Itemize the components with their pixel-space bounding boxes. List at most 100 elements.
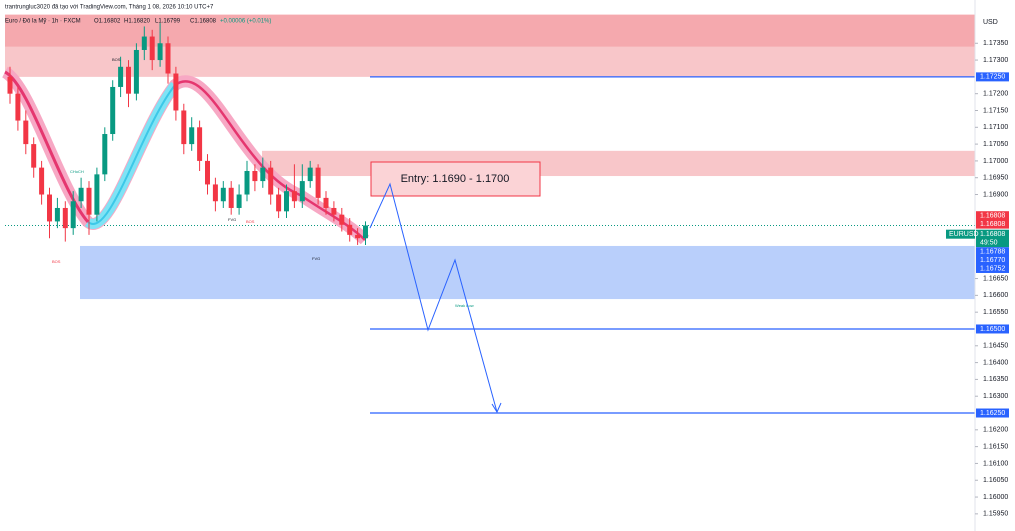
annotation: BOS [52,259,61,264]
candle-body [276,194,282,212]
y-tick-label: 1.16950 [983,175,1008,182]
candle-body [173,73,179,111]
candle-body [15,93,21,121]
price-tag-label: 1.16770 [980,257,1005,264]
y-tick-label: 1.16550 [983,309,1008,316]
candle-body [220,187,226,202]
entry-box [370,161,541,197]
price-tag-label: 1.16808 [980,221,1005,228]
candle-body [244,170,250,195]
annotation: BOS [112,57,121,62]
y-tick-label: 1.16200 [983,427,1008,434]
candle-body [7,76,13,94]
candle-body [54,207,60,222]
candle-body [291,191,297,202]
entry-text: Entry: 1.1690 - 1.1700 [401,173,510,185]
candle-body [236,194,242,208]
candle-body [118,66,124,87]
price-tag [976,247,1009,257]
price-tag [976,324,1009,334]
price-tag-label: 49:50 [980,239,998,246]
y-tick-label: 1.17100 [983,124,1008,131]
y-tick-label: 1.17350 [983,40,1008,47]
ohlc-open: O1.16802 [94,19,121,25]
candle-body [94,174,100,215]
y-tick-label: 1.16100 [983,460,1008,467]
price-tag-label: 1.16500 [980,326,1005,333]
zones [5,14,975,300]
candle-body [331,207,337,215]
ohlc-close: C1.16808 [190,19,217,25]
price-tag [976,229,1009,239]
annotation: Weak Low [455,303,474,308]
price-tag-label: 1.16250 [980,410,1005,417]
candle-body [323,197,329,208]
y-tick-label: 1.16650 [983,275,1008,282]
candle-body [31,144,37,168]
candle-body [205,160,210,185]
annotation: FVG [228,217,236,222]
candle-body [141,36,147,50]
price-tag [976,219,1009,229]
annotation: BOS [246,219,255,224]
candle-body [252,170,258,182]
candle-body [347,224,353,235]
levels [5,76,975,414]
projection [369,182,498,413]
annotation: CHoCH [70,169,84,174]
y-tick-label: 1.16300 [983,393,1008,400]
y-tick-label: 1.17200 [983,91,1008,98]
candle-body [339,214,345,225]
ma-line-up [87,84,176,225]
currency: USD [983,19,998,26]
candle-body [268,167,274,195]
candle-body [78,187,84,202]
price-tag [976,263,1009,273]
candle-body [189,127,195,145]
candle-body [212,184,218,202]
ohlc-change: +0.00006 (+0.01%) [220,19,271,25]
candle-body [70,201,76,229]
y-tick-label: 1.16050 [983,477,1008,484]
price-tag [976,255,1009,265]
symbol-tag-label: EURUSD [949,231,979,238]
price-tag-label: 1.17250 [980,74,1005,81]
y-tick-label: 1.16450 [983,343,1008,350]
candle-body [149,36,155,61]
candles [7,23,368,245]
price-tag-label: 1.16752 [980,265,1005,272]
candle-body [307,167,313,182]
candle-body [363,225,368,239]
symbol-tag [946,229,975,239]
candle-body [62,207,68,229]
price-tag [976,211,1009,221]
axis: 1.17350 1.17300 1.17200 1.17150 1.17100 1.170… [946,40,1009,518]
y-tick-label: 1.17000 [983,158,1008,165]
ohlc-low: L1.16799 [155,19,181,25]
credit: trantrungluc3020 đã tạo với TradingView.… [5,5,214,11]
y-tick-label: 1.16400 [983,359,1008,366]
candle-body [284,191,289,212]
price-tag-label: 1.16808 [980,231,1005,238]
y-tick-label: 1.16350 [983,376,1008,383]
candle-body [126,66,131,94]
y-tick-label: 1.17050 [983,141,1008,148]
candle-body [165,43,171,74]
candle-body [197,127,203,161]
price-tag-label: 1.16808 [980,213,1005,220]
candle-body [315,167,321,198]
candle-body [39,167,45,195]
candle-body [355,234,361,239]
candle-body [23,120,29,145]
y-tick-label: 1.15950 [983,511,1008,518]
candle-body [102,134,108,175]
ohlc-high: H1.16820 [124,19,151,25]
candle-body [86,187,92,215]
zone [80,245,975,300]
y-tick-label: 1.16900 [983,191,1008,198]
price-tag-label: 1.16788 [980,249,1005,256]
annotation: FVG [312,256,320,261]
zone [5,14,975,47]
y-tick-label: 1.16000 [983,494,1008,501]
